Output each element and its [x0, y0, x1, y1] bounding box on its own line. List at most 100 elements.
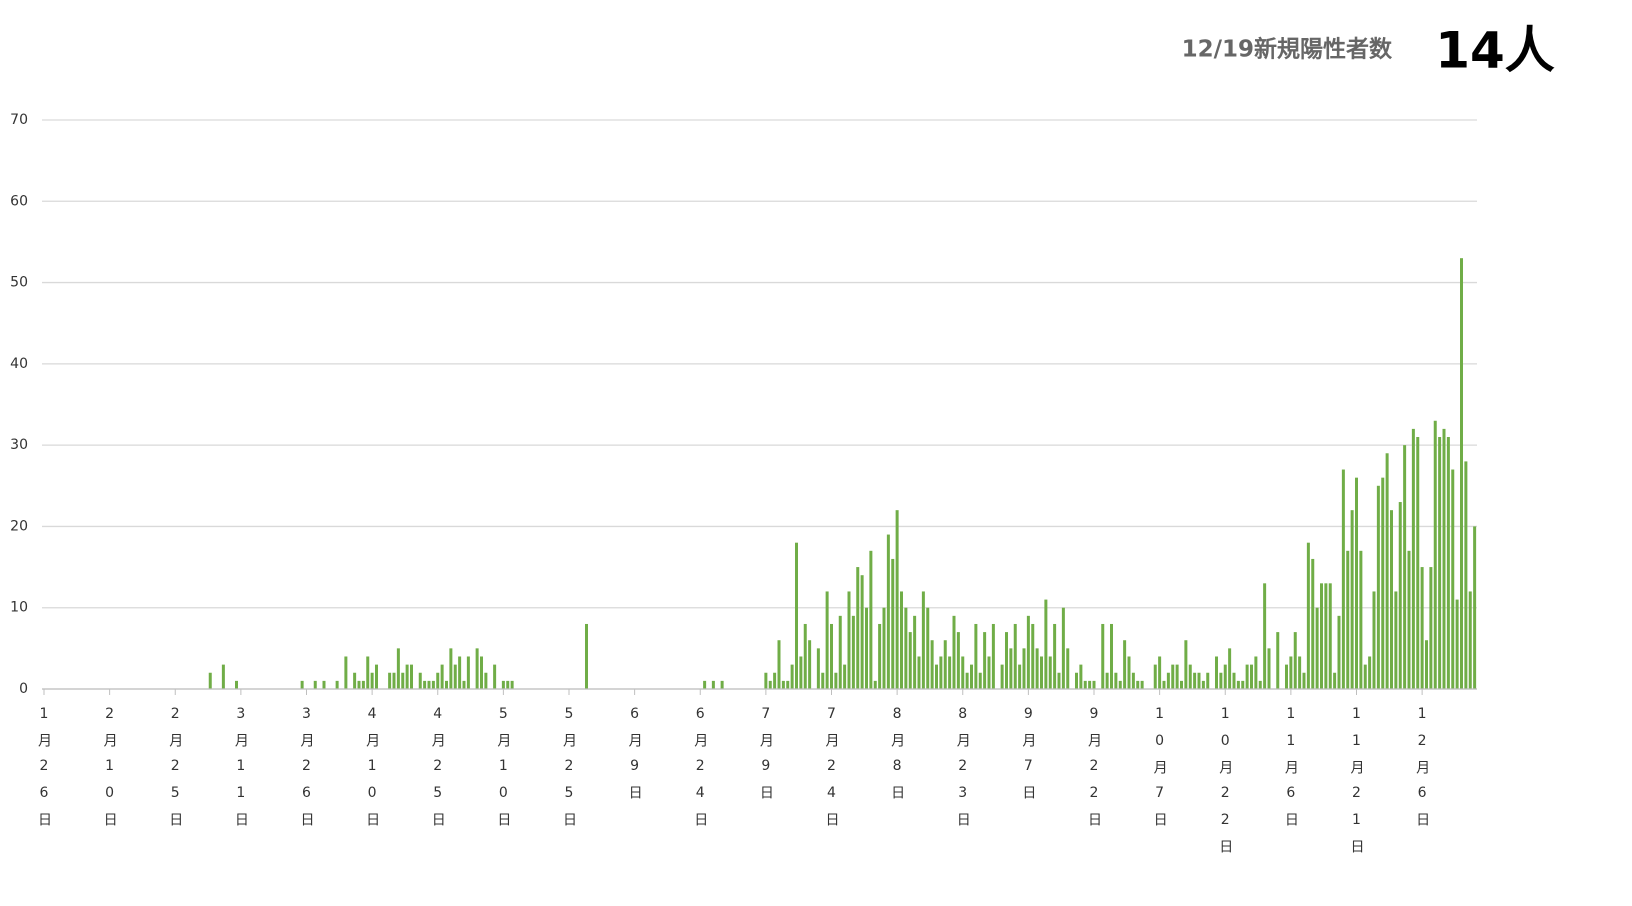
bar: [917, 656, 921, 689]
bar: [1026, 615, 1030, 689]
x-tick-label: 4月10日: [364, 706, 380, 837]
bar: [396, 648, 400, 689]
bar: [1215, 656, 1218, 689]
bar: [1088, 680, 1092, 689]
bar: [335, 680, 339, 689]
bar: [1053, 623, 1057, 689]
x-tick-label: 7月24日: [824, 706, 840, 837]
bar: [445, 680, 448, 689]
x-tick-label: 11月21日: [1349, 706, 1365, 864]
bar: [1473, 526, 1477, 689]
bar: [987, 656, 991, 689]
bar: [1105, 672, 1109, 689]
bar: [1315, 607, 1319, 689]
bar: [458, 656, 462, 689]
bar: [1298, 656, 1302, 689]
bar: [786, 680, 790, 689]
bar: [1385, 453, 1389, 689]
bar: [1250, 664, 1253, 689]
bar: [1293, 632, 1297, 689]
bar: [1197, 672, 1201, 689]
bar: [834, 672, 838, 689]
bar: [970, 664, 973, 689]
bar: [948, 656, 952, 689]
bar: [965, 672, 969, 689]
bar: [1180, 680, 1183, 689]
bar: [843, 664, 847, 689]
bar: [1175, 664, 1179, 689]
bar: [1061, 607, 1065, 689]
bar: [1171, 664, 1175, 689]
bar: [1341, 469, 1345, 689]
bar: [790, 664, 794, 689]
bar: [1311, 558, 1315, 689]
bar: [1127, 656, 1131, 689]
bar: [908, 632, 912, 689]
bar: [1363, 664, 1367, 689]
bar: [1009, 648, 1013, 689]
bar: [882, 607, 886, 689]
bar: [856, 567, 860, 689]
bar: [370, 672, 374, 689]
bar: [366, 656, 370, 689]
bar: [313, 680, 317, 689]
bar: [1040, 656, 1043, 689]
x-tick-label: 3月26日: [299, 706, 315, 837]
bar: [1035, 648, 1039, 689]
bar: [1184, 640, 1188, 689]
bar: [501, 680, 505, 689]
bar: [440, 664, 444, 689]
bar: [353, 672, 357, 689]
bar: [1446, 437, 1450, 689]
x-tick-label: 7月9日: [758, 706, 774, 810]
bar: [1285, 664, 1288, 689]
bar: [1092, 680, 1096, 689]
bar: [1201, 680, 1205, 689]
bar: [1337, 615, 1341, 689]
bar: [1451, 469, 1455, 689]
bar: [1263, 583, 1267, 689]
bar: [1258, 680, 1262, 689]
bar: [803, 623, 807, 689]
bar: [1320, 583, 1323, 689]
y-tick-label: 10: [10, 600, 28, 616]
bar: [1425, 640, 1428, 689]
bar: [1464, 461, 1468, 689]
bar: [768, 680, 772, 689]
bar: [1267, 648, 1271, 689]
bar: [1131, 672, 1135, 689]
bar: [838, 615, 842, 689]
bar: [208, 672, 212, 689]
bar: [1306, 542, 1310, 689]
bar: [808, 640, 812, 689]
bar: [1013, 623, 1017, 689]
bar: [1223, 664, 1227, 689]
bar: [1083, 680, 1087, 689]
bar: [462, 680, 466, 689]
bar: [956, 632, 960, 689]
bar: [484, 672, 488, 689]
bar: [816, 648, 820, 689]
bar: [1166, 672, 1170, 689]
x-tick-label: 11月6日: [1283, 706, 1299, 837]
x-tick-label: 6月24日: [692, 706, 708, 837]
bar: [1376, 485, 1380, 689]
bar: [869, 550, 873, 689]
bar: [1381, 477, 1385, 689]
bar: [935, 664, 938, 689]
bar: [799, 656, 803, 689]
bar: [480, 656, 483, 689]
bar: [961, 656, 965, 689]
bar: [795, 542, 798, 689]
bar: [1114, 672, 1118, 689]
bar: [781, 680, 785, 689]
x-tick-label: 5月25日: [561, 706, 577, 837]
bar: [711, 680, 715, 689]
bar: [1276, 632, 1280, 689]
bar: [865, 607, 868, 689]
y-tick-label: 60: [10, 193, 28, 209]
bar: [1350, 510, 1354, 689]
bar: [913, 615, 917, 689]
bar: [1066, 648, 1070, 689]
bar: [423, 680, 427, 689]
